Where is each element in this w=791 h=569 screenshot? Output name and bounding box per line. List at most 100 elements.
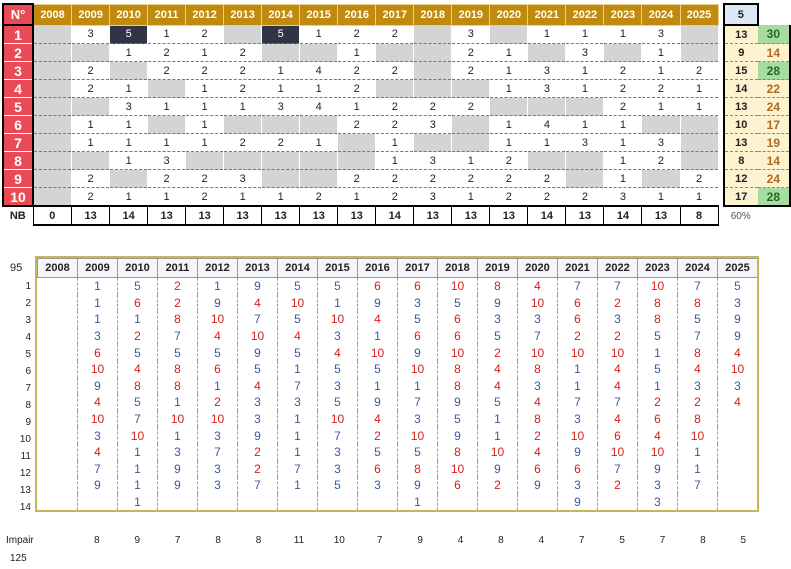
grid-cell[interactable] — [680, 115, 719, 134]
grid-cell[interactable]: 2 — [603, 79, 643, 98]
grid-cell[interactable] — [71, 97, 111, 116]
grid-cell[interactable]: 2 — [680, 61, 719, 80]
grid-cell[interactable] — [680, 151, 719, 170]
grid-cell[interactable]: 2 — [147, 169, 187, 188]
grid-cell[interactable]: 1 — [375, 151, 415, 170]
grid-cell[interactable]: 1 — [147, 97, 187, 116]
grid-cell[interactable]: 3 — [451, 25, 491, 44]
grid-cell[interactable] — [261, 169, 301, 188]
grid-cell[interactable]: 1 — [299, 79, 339, 98]
grid-cell[interactable]: 1 — [565, 115, 605, 134]
grid-cell[interactable] — [71, 151, 111, 170]
grid-cell[interactable]: 1 — [527, 25, 567, 44]
grid-cell[interactable]: 2 — [337, 79, 377, 98]
grid-cell[interactable] — [375, 79, 415, 98]
grid-cell[interactable]: 1 — [185, 43, 225, 62]
grid-cell[interactable]: 2 — [527, 187, 567, 207]
grid-cell[interactable]: 3 — [261, 97, 301, 116]
grid-cell[interactable]: 2 — [71, 61, 111, 80]
grid-cell[interactable]: 3 — [223, 169, 263, 188]
grid-cell[interactable]: 2 — [375, 115, 415, 134]
grid-cell[interactable] — [33, 25, 73, 44]
grid-cell[interactable] — [223, 115, 263, 134]
grid-cell[interactable]: 3 — [603, 187, 643, 207]
grid-cell[interactable]: 2 — [375, 187, 415, 207]
grid-cell[interactable] — [337, 133, 377, 152]
grid-cell[interactable] — [33, 43, 73, 62]
grid-cell[interactable]: 2 — [375, 25, 415, 44]
grid-cell[interactable]: 2 — [565, 187, 605, 207]
grid-cell[interactable]: 1 — [641, 97, 681, 116]
grid-cell[interactable] — [33, 115, 73, 134]
grid-cell[interactable]: 1 — [337, 187, 377, 207]
grid-cell[interactable] — [451, 115, 491, 134]
grid-cell[interactable]: 4 — [527, 115, 567, 134]
grid-cell[interactable]: 1 — [109, 133, 149, 152]
grid-cell[interactable] — [527, 97, 567, 116]
grid-cell[interactable]: 2 — [185, 25, 225, 44]
grid-cell[interactable]: 1 — [261, 79, 301, 98]
grid-cell[interactable] — [413, 61, 453, 80]
grid-cell[interactable]: 2 — [147, 61, 187, 80]
grid-cell[interactable] — [565, 151, 605, 170]
grid-cell[interactable]: 1 — [375, 133, 415, 152]
grid-cell[interactable]: 1 — [603, 25, 643, 44]
grid-cell[interactable] — [489, 25, 529, 44]
grid-cell[interactable] — [261, 43, 301, 62]
grid-cell[interactable] — [641, 115, 681, 134]
grid-cell[interactable]: 1 — [147, 187, 187, 207]
grid-cell[interactable]: 4 — [299, 97, 339, 116]
grid-cell[interactable]: 3 — [565, 133, 605, 152]
grid-cell[interactable]: 1 — [489, 61, 529, 80]
grid-cell[interactable]: 2 — [413, 169, 453, 188]
grid-cell[interactable]: 3 — [527, 61, 567, 80]
grid-cell[interactable]: 2 — [489, 187, 529, 207]
grid-cell[interactable]: 1 — [641, 61, 681, 80]
grid-cell[interactable]: 5 — [109, 25, 149, 44]
grid-cell[interactable]: 2 — [223, 43, 263, 62]
grid-cell[interactable] — [33, 61, 73, 80]
grid-cell[interactable] — [413, 43, 453, 62]
grid-cell[interactable]: 2 — [451, 169, 491, 188]
grid-cell[interactable]: 2 — [223, 79, 263, 98]
grid-cell[interactable]: 1 — [641, 187, 681, 207]
grid-cell[interactable]: 1 — [337, 97, 377, 116]
grid-cell[interactable] — [565, 97, 605, 116]
grid-cell[interactable] — [33, 187, 73, 207]
grid-cell[interactable]: 1 — [147, 25, 187, 44]
grid-cell[interactable] — [413, 25, 453, 44]
grid-cell[interactable]: 5 — [261, 25, 301, 44]
grid-cell[interactable] — [261, 115, 301, 134]
grid-cell[interactable]: 1 — [109, 79, 149, 98]
grid-cell[interactable]: 2 — [451, 97, 491, 116]
grid-cell[interactable]: 2 — [337, 61, 377, 80]
grid-cell[interactable]: 3 — [71, 25, 111, 44]
grid-cell[interactable] — [261, 151, 301, 170]
grid-cell[interactable]: 2 — [337, 25, 377, 44]
grid-cell[interactable]: 1 — [71, 115, 111, 134]
grid-cell[interactable]: 1 — [185, 97, 225, 116]
grid-cell[interactable]: 1 — [489, 43, 529, 62]
grid-cell[interactable] — [527, 151, 567, 170]
grid-cell[interactable]: 3 — [413, 115, 453, 134]
grid-cell[interactable]: 1 — [603, 169, 643, 188]
grid-cell[interactable]: 2 — [299, 187, 339, 207]
grid-cell[interactable] — [299, 169, 339, 188]
grid-cell[interactable]: 2 — [147, 43, 187, 62]
grid-cell[interactable] — [680, 133, 719, 152]
grid-cell[interactable] — [33, 151, 73, 170]
grid-cell[interactable]: 3 — [641, 133, 681, 152]
grid-cell[interactable]: 3 — [147, 151, 187, 170]
grid-cell[interactable] — [147, 79, 187, 98]
grid-cell[interactable]: 2 — [451, 43, 491, 62]
grid-cell[interactable] — [109, 169, 149, 188]
grid-cell[interactable] — [33, 97, 73, 116]
grid-cell[interactable]: 2 — [603, 97, 643, 116]
grid-cell[interactable] — [680, 25, 719, 44]
grid-cell[interactable]: 2 — [375, 97, 415, 116]
grid-cell[interactable]: 3 — [109, 97, 149, 116]
grid-cell[interactable]: 2 — [223, 133, 263, 152]
grid-cell[interactable] — [147, 115, 187, 134]
grid-cell[interactable]: 2 — [223, 61, 263, 80]
grid-cell[interactable]: 1 — [565, 25, 605, 44]
